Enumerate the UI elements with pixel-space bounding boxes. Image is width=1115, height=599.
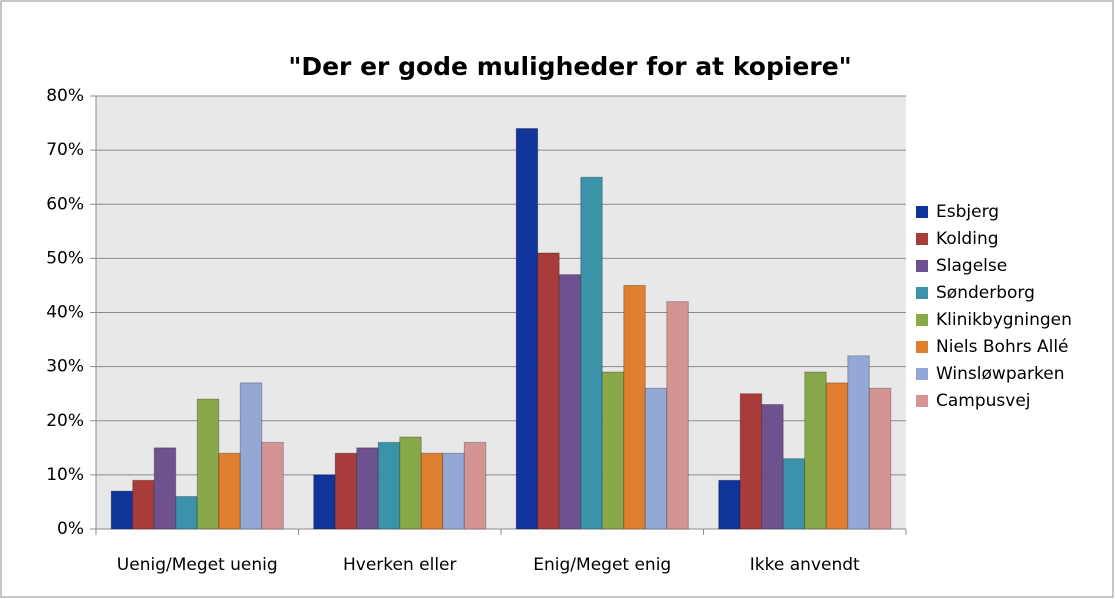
bar — [644, 387, 668, 530]
bar — [868, 387, 892, 530]
y-tick-label: 10% — [46, 465, 84, 485]
bar — [537, 252, 560, 530]
legend-label: Kolding — [936, 229, 999, 249]
bar — [356, 447, 379, 530]
bar — [239, 382, 263, 530]
x-tick-label: Hverken eller — [343, 555, 457, 575]
bar — [153, 447, 177, 530]
legend-swatch — [916, 206, 928, 218]
legend-swatch — [916, 341, 928, 353]
bar — [782, 458, 806, 530]
legend-label: Esbjerg — [936, 202, 999, 222]
bar — [463, 441, 487, 530]
bar — [761, 404, 784, 530]
x-tick-label: Ikke anvendt — [750, 555, 860, 575]
bar — [847, 355, 870, 530]
bar — [515, 127, 539, 530]
y-tick-label: 40% — [46, 303, 84, 323]
legend-swatch — [916, 314, 928, 326]
legend-label: Campusvej — [936, 391, 1031, 411]
bar — [399, 436, 422, 530]
legend-label: Sønderborg — [936, 283, 1035, 303]
bar — [558, 274, 582, 530]
y-tick-label: 20% — [46, 411, 84, 431]
bar — [666, 301, 689, 530]
bar — [175, 496, 198, 530]
bar — [718, 479, 741, 530]
bar — [442, 452, 465, 530]
bar — [623, 284, 646, 530]
y-tick-label: 80% — [46, 86, 84, 106]
bar — [739, 393, 763, 530]
legend-label: Niels Bohrs Allé — [936, 337, 1069, 357]
legend-swatch — [916, 395, 928, 407]
bar — [825, 382, 849, 530]
bar — [377, 441, 401, 530]
legend-label: Winsløwparken — [936, 364, 1065, 384]
y-tick-label: 60% — [46, 194, 84, 214]
x-tick-label: Uenig/Meget uenig — [117, 555, 278, 575]
legend-swatch — [916, 368, 928, 380]
x-tick-label: Enig/Meget enig — [533, 555, 671, 575]
bar — [420, 452, 444, 530]
y-tick-label: 70% — [46, 140, 84, 160]
chart-title: "Der er gode muligheder for at kopiere" — [288, 52, 851, 81]
bar — [580, 176, 603, 530]
legend-label: Klinikbygningen — [936, 310, 1072, 330]
y-tick-label: 0% — [57, 519, 84, 539]
y-tick-label: 30% — [46, 357, 84, 377]
legend-swatch — [916, 233, 928, 245]
bar — [804, 371, 827, 530]
bar — [261, 441, 284, 530]
bar — [218, 452, 241, 530]
bar — [601, 371, 625, 530]
bar — [196, 398, 220, 530]
legend-swatch — [916, 260, 928, 272]
legend-label: Slagelse — [936, 256, 1007, 276]
bar — [110, 490, 134, 530]
bar — [334, 452, 358, 530]
legend-swatch — [916, 287, 928, 299]
bar — [132, 479, 155, 530]
y-tick-label: 50% — [46, 248, 84, 268]
bar — [313, 474, 336, 530]
